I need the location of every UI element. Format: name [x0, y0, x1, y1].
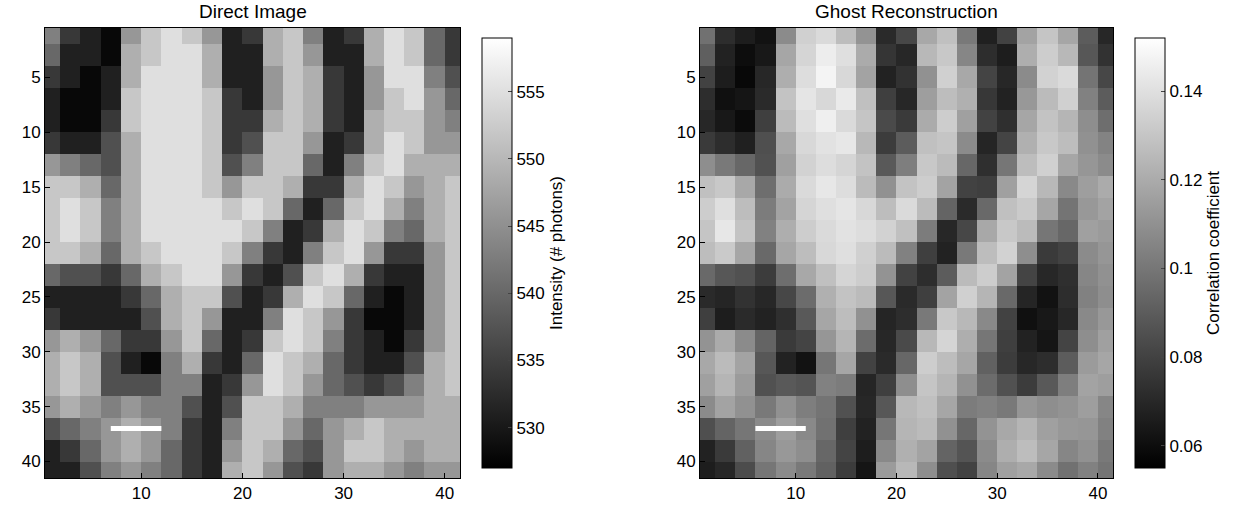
svg-text:0.06: 0.06 [1169, 437, 1202, 456]
svg-text:10: 10 [786, 484, 805, 503]
svg-text:0.08: 0.08 [1169, 348, 1202, 367]
svg-text:10: 10 [22, 123, 41, 142]
svg-text:535: 535 [516, 351, 544, 370]
svg-text:20: 20 [233, 484, 252, 503]
svg-text:40: 40 [1088, 484, 1107, 503]
svg-text:550: 550 [516, 150, 544, 169]
svg-text:0.14: 0.14 [1169, 82, 1202, 101]
svg-text:25: 25 [22, 288, 41, 307]
svg-text:0.1: 0.1 [1169, 259, 1193, 278]
svg-text:10: 10 [677, 123, 696, 142]
svg-text:Correlation coefficient: Correlation coefficient [1204, 171, 1223, 335]
svg-text:40: 40 [677, 452, 696, 471]
svg-text:30: 30 [22, 343, 41, 362]
svg-text:30: 30 [677, 343, 696, 362]
svg-text:20: 20 [887, 484, 906, 503]
svg-text:20: 20 [677, 233, 696, 252]
svg-text:35: 35 [677, 398, 696, 417]
svg-text:15: 15 [677, 178, 696, 197]
svg-text:30: 30 [334, 484, 353, 503]
svg-text:555: 555 [516, 83, 544, 102]
svg-text:35: 35 [22, 398, 41, 417]
svg-text:Direct Image: Direct Image [199, 1, 307, 22]
svg-text:25: 25 [677, 288, 696, 307]
svg-text:5: 5 [686, 68, 695, 87]
svg-text:545: 545 [516, 217, 544, 236]
svg-text:15: 15 [22, 178, 41, 197]
svg-text:540: 540 [516, 284, 544, 303]
svg-text:40: 40 [22, 452, 41, 471]
svg-text:530: 530 [516, 419, 544, 438]
svg-text:30: 30 [988, 484, 1007, 503]
svg-text:0.12: 0.12 [1169, 171, 1202, 190]
svg-text:40: 40 [435, 484, 454, 503]
svg-text:Ghost Reconstruction: Ghost Reconstruction [815, 1, 998, 22]
svg-text:20: 20 [22, 233, 41, 252]
svg-text:5: 5 [31, 68, 40, 87]
svg-text:10: 10 [132, 484, 151, 503]
svg-text:Intensity (# photons): Intensity (# photons) [547, 176, 566, 330]
